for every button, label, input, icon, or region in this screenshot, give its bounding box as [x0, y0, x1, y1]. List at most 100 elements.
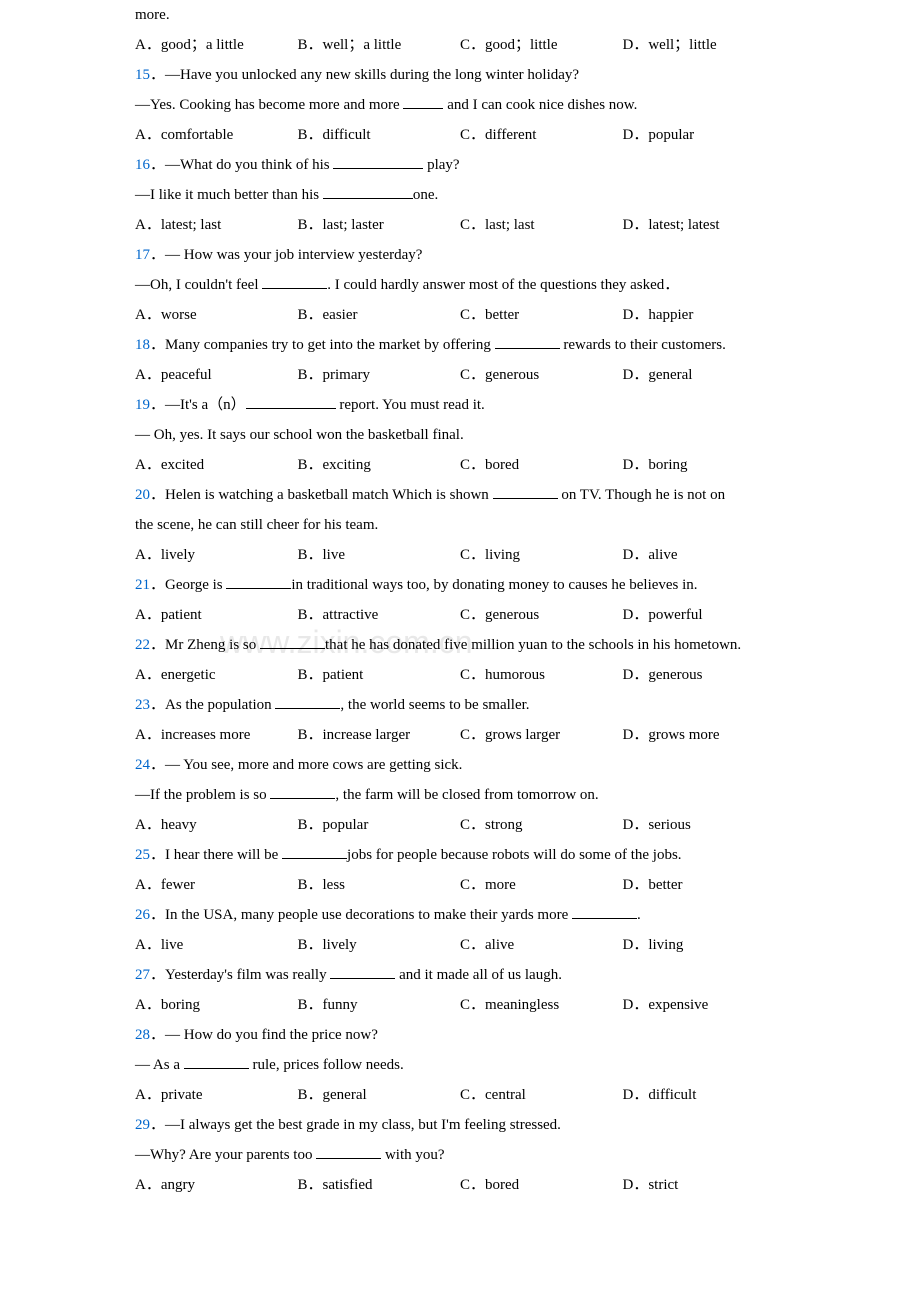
option[interactable]: D．grows more	[623, 720, 786, 750]
option-text: good；little	[485, 37, 558, 53]
option[interactable]: C．bored	[460, 450, 623, 480]
option[interactable]: B．lively	[298, 930, 461, 960]
question-text: — As a	[135, 1057, 184, 1073]
question-number: 15	[135, 67, 150, 83]
option[interactable]: A．energetic	[135, 660, 298, 690]
option[interactable]: A．peaceful	[135, 360, 298, 390]
option[interactable]: D．popular	[623, 120, 786, 150]
option-text: grows more	[648, 727, 719, 743]
option-letter: A．	[135, 1087, 161, 1103]
option[interactable]: A．heavy	[135, 810, 298, 840]
option[interactable]: C．alive	[460, 930, 623, 960]
option[interactable]: A．live	[135, 930, 298, 960]
option[interactable]: A．patient	[135, 600, 298, 630]
option-text: expensive	[648, 997, 708, 1013]
blank	[262, 288, 327, 289]
option[interactable]: C．meaningless	[460, 990, 623, 1020]
option[interactable]: C．last; last	[460, 210, 623, 240]
option[interactable]: C．central	[460, 1080, 623, 1110]
option-text: generous	[485, 607, 539, 623]
option[interactable]: C．strong	[460, 810, 623, 840]
option-letter: C．	[460, 217, 485, 233]
option[interactable]: B．popular	[298, 810, 461, 840]
option[interactable]: C．better	[460, 300, 623, 330]
question-block: 17．— How was your job interview yesterda…	[135, 240, 785, 330]
option[interactable]: B．general	[298, 1080, 461, 1110]
option[interactable]: A．increases more	[135, 720, 298, 750]
option[interactable]: B．difficult	[298, 120, 461, 150]
option[interactable]: B．increase larger	[298, 720, 461, 750]
question-text: ．—I always get the best grade in my clas…	[150, 1117, 561, 1133]
option[interactable]: B．primary	[298, 360, 461, 390]
option[interactable]: A．fewer	[135, 870, 298, 900]
option[interactable]: B．satisfied	[298, 1170, 461, 1200]
blank	[493, 498, 558, 499]
option[interactable]: B．funny	[298, 990, 461, 1020]
option-letter: C．	[460, 1177, 485, 1193]
option[interactable]: A．private	[135, 1080, 298, 1110]
question-text: . I could hardly answer most of the ques…	[327, 277, 679, 293]
option[interactable]: A．comfortable	[135, 120, 298, 150]
option[interactable]: A．latest; last	[135, 210, 298, 240]
option[interactable]: C．bored	[460, 1170, 623, 1200]
option[interactable]: C．grows larger	[460, 720, 623, 750]
question-text: jobs for people because robots will do s…	[347, 847, 682, 863]
option[interactable]: A．angry	[135, 1170, 298, 1200]
option-text: last; laster	[323, 217, 384, 233]
option[interactable]: D．strict	[623, 1170, 786, 1200]
question-text: ．As the population	[150, 697, 275, 713]
option[interactable]: C．more	[460, 870, 623, 900]
option[interactable]: B．less	[298, 870, 461, 900]
option[interactable]: B．well；a little	[298, 30, 461, 60]
option[interactable]: A．boring	[135, 990, 298, 1020]
question-block: 16．—What do you think of his play?—I lik…	[135, 150, 785, 240]
option-letter: C．	[460, 307, 485, 323]
option[interactable]: B．last; laster	[298, 210, 461, 240]
option[interactable]: D．well；little	[623, 30, 786, 60]
option[interactable]: D．serious	[623, 810, 786, 840]
option[interactable]: D．better	[623, 870, 786, 900]
option[interactable]: C．different	[460, 120, 623, 150]
option-letter: A．	[135, 937, 161, 953]
option[interactable]: A．lively	[135, 540, 298, 570]
option[interactable]: C．generous	[460, 360, 623, 390]
option[interactable]: A．worse	[135, 300, 298, 330]
option-letter: D．	[623, 1087, 649, 1103]
option[interactable]: B．attractive	[298, 600, 461, 630]
option[interactable]: D．living	[623, 930, 786, 960]
option[interactable]: A．good；a little	[135, 30, 298, 60]
option[interactable]: A．excited	[135, 450, 298, 480]
option[interactable]: D．expensive	[623, 990, 786, 1020]
option-text: last; last	[485, 217, 535, 233]
question-line: 18．Many companies try to get into the ma…	[135, 330, 785, 360]
option[interactable]: D．powerful	[623, 600, 786, 630]
options-row: A．increases moreB．increase largerC．grows…	[135, 720, 785, 750]
option-letter: A．	[135, 367, 161, 383]
option[interactable]: D．happier	[623, 300, 786, 330]
option-letter: C．	[460, 127, 485, 143]
option[interactable]: B．easier	[298, 300, 461, 330]
option[interactable]: D．difficult	[623, 1080, 786, 1110]
option-letter: B．	[298, 667, 323, 683]
question-line: 28．— How do you find the price now?	[135, 1020, 785, 1050]
option[interactable]: C．living	[460, 540, 623, 570]
options-row: A．privateB．generalC．centralD．difficult	[135, 1080, 785, 1110]
option[interactable]: D．latest; latest	[623, 210, 786, 240]
options-row: A．energeticB．patientC．humorousD．generous	[135, 660, 785, 690]
question-number: 17	[135, 247, 150, 263]
question-line: 24．— You see, more and more cows are get…	[135, 750, 785, 780]
option-text: happier	[648, 307, 693, 323]
option[interactable]: D．generous	[623, 660, 786, 690]
option[interactable]: B．patient	[298, 660, 461, 690]
question-number: 28	[135, 1027, 150, 1043]
option[interactable]: B．exciting	[298, 450, 461, 480]
option[interactable]: C．good；little	[460, 30, 623, 60]
option[interactable]: C．humorous	[460, 660, 623, 690]
option[interactable]: C．generous	[460, 600, 623, 630]
option[interactable]: D．alive	[623, 540, 786, 570]
option[interactable]: D．boring	[623, 450, 786, 480]
option[interactable]: D．general	[623, 360, 786, 390]
option[interactable]: B．live	[298, 540, 461, 570]
question-text: ．In the USA, many people use decorations…	[150, 907, 572, 923]
question-text: the scene, he can still cheer for his te…	[135, 517, 378, 533]
